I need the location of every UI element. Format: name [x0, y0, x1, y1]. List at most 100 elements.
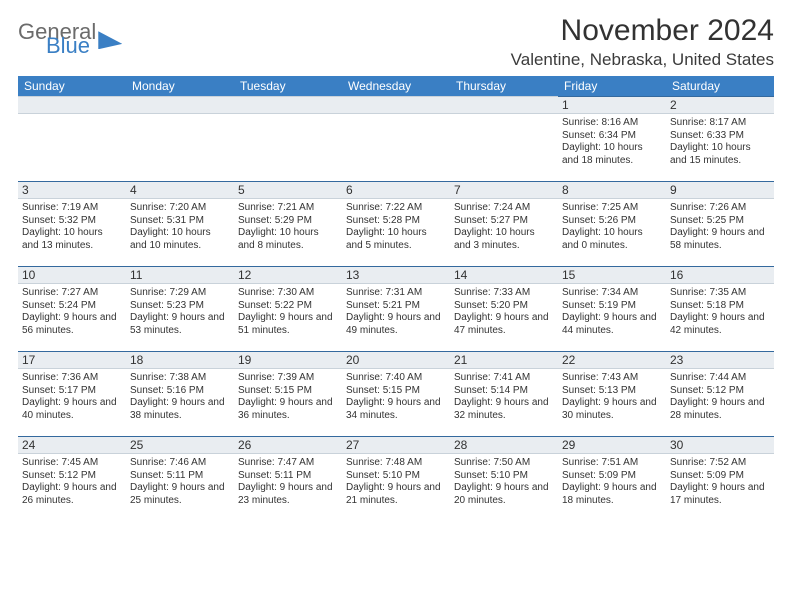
calendar-cell: 7Sunrise: 7:24 AMSunset: 5:27 PMDaylight…	[450, 182, 558, 267]
daylight-text: Daylight: 10 hours and 10 minutes.	[130, 227, 230, 252]
daylight-text: Daylight: 9 hours and 42 minutes.	[670, 312, 770, 337]
sunrise-text: Sunrise: 7:41 AM	[454, 372, 554, 385]
calendar-week-row: 17Sunrise: 7:36 AMSunset: 5:17 PMDayligh…	[18, 352, 774, 437]
sunrise-text: Sunrise: 7:34 AM	[562, 287, 662, 300]
day-number: 2	[666, 97, 774, 114]
day-number: 27	[342, 437, 450, 454]
day-info: Sunrise: 7:20 AMSunset: 5:31 PMDaylight:…	[130, 202, 230, 252]
sunrise-text: Sunrise: 7:47 AM	[238, 457, 338, 470]
location-subtitle: Valentine, Nebraska, United States	[511, 50, 774, 70]
day-number: 8	[558, 182, 666, 199]
daylight-text: Daylight: 9 hours and 51 minutes.	[238, 312, 338, 337]
sunrise-text: Sunrise: 7:38 AM	[130, 372, 230, 385]
day-number: 26	[234, 437, 342, 454]
empty-day-band	[126, 97, 234, 114]
day-number: 12	[234, 267, 342, 284]
day-number: 20	[342, 352, 450, 369]
sunset-text: Sunset: 5:12 PM	[22, 470, 122, 483]
day-number: 15	[558, 267, 666, 284]
calendar-cell: 30Sunrise: 7:52 AMSunset: 5:09 PMDayligh…	[666, 437, 774, 522]
day-info: Sunrise: 7:52 AMSunset: 5:09 PMDaylight:…	[670, 457, 770, 507]
calendar-cell: 18Sunrise: 7:38 AMSunset: 5:16 PMDayligh…	[126, 352, 234, 437]
sunset-text: Sunset: 5:19 PM	[562, 300, 662, 313]
sunrise-text: Sunrise: 7:20 AM	[130, 202, 230, 215]
calendar-cell: 24Sunrise: 7:45 AMSunset: 5:12 PMDayligh…	[18, 437, 126, 522]
daylight-text: Daylight: 9 hours and 25 minutes.	[130, 482, 230, 507]
daylight-text: Daylight: 10 hours and 0 minutes.	[562, 227, 662, 252]
day-number: 29	[558, 437, 666, 454]
calendar-cell: 6 Sunrise: 7:22 AMSunset: 5:28 PMDaylight…	[342, 182, 450, 267]
calendar-cell: 2Sunrise: 8:17 AMSunset: 6:33 PMDaylight…	[666, 97, 774, 182]
day-info: Sunrise: 7:27 AMSunset: 5:24 PMDaylight:…	[22, 287, 122, 337]
sunrise-text: Sunrise: 7:40 AM	[346, 372, 446, 385]
daylight-text: Daylight: 9 hours and 53 minutes.	[130, 312, 230, 337]
header-sunday: Sunday	[18, 76, 126, 97]
calendar-cell: 21 Sunrise: 7:41 AMSunset: 5:14 PMDayligh…	[450, 352, 558, 437]
day-number: 14	[450, 267, 558, 284]
day-info: Sunrise: 7:35 AMSunset: 5:18 PMDaylight:…	[670, 287, 770, 337]
sunset-text: Sunset: 5:14 PM	[454, 385, 554, 398]
calendar-week-row: 3 Sunrise: 7:19 AMSunset: 5:32 PMDaylight…	[18, 182, 774, 267]
calendar-cell: 1Sunrise: 8:16 AMSunset: 6:34 PMDaylight…	[558, 97, 666, 182]
calendar-cell: 5Sunrise: 7:21 AMSunset: 5:29 PMDaylight…	[234, 182, 342, 267]
header: General Blue November 2024 Valentine, Ne…	[18, 14, 774, 70]
sunset-text: Sunset: 5:26 PM	[562, 215, 662, 228]
calendar-cell: 23Sunrise: 7:44 AMSunset: 5:12 PMDayligh…	[666, 352, 774, 437]
sunrise-text: Sunrise: 7:35 AM	[670, 287, 770, 300]
sunrise-text: Sunrise: 7:25 AM	[562, 202, 662, 215]
daylight-text: Daylight: 9 hours and 21 minutes.	[346, 482, 446, 507]
sunset-text: Sunset: 6:34 PM	[562, 130, 662, 143]
day-info: Sunrise: 7:45 AMSunset: 5:12 PMDaylight:…	[22, 457, 122, 507]
header-wednesday: Wednesday	[342, 76, 450, 97]
sunset-text: Sunset: 5:13 PM	[562, 385, 662, 398]
daylight-text: Daylight: 9 hours and 44 minutes.	[562, 312, 662, 337]
daylight-text: Daylight: 9 hours and 28 minutes.	[670, 397, 770, 422]
day-info: Sunrise: 7:40 AMSunset: 5:15 PMDaylight:…	[346, 372, 446, 422]
daylight-text: Daylight: 10 hours and 5 minutes.	[346, 227, 446, 252]
day-info: Sunrise: 7:47 AMSunset: 5:11 PMDaylight:…	[238, 457, 338, 507]
daylight-text: Daylight: 9 hours and 32 minutes.	[454, 397, 554, 422]
daylight-text: Daylight: 10 hours and 13 minutes.	[22, 227, 122, 252]
day-info: Sunrise: 8:16 AMSunset: 6:34 PMDaylight:…	[562, 117, 662, 167]
sunset-text: Sunset: 5:21 PM	[346, 300, 446, 313]
day-number: 17	[18, 352, 126, 369]
daylight-text: Daylight: 9 hours and 17 minutes.	[670, 482, 770, 507]
daylight-text: Daylight: 10 hours and 3 minutes.	[454, 227, 554, 252]
header-friday: Friday	[558, 76, 666, 97]
day-number: 6	[342, 182, 450, 199]
header-saturday: Saturday	[666, 76, 774, 97]
day-number: 11	[126, 267, 234, 284]
sunset-text: Sunset: 5:32 PM	[22, 215, 122, 228]
sunset-text: Sunset: 5:15 PM	[346, 385, 446, 398]
sunset-text: Sunset: 5:10 PM	[346, 470, 446, 483]
day-number: 3	[18, 182, 126, 199]
day-info: Sunrise: 7:29 AMSunset: 5:23 PMDaylight:…	[130, 287, 230, 337]
sunset-text: Sunset: 5:10 PM	[454, 470, 554, 483]
day-number: 22	[558, 352, 666, 369]
sunset-text: Sunset: 5:31 PM	[130, 215, 230, 228]
daylight-text: Daylight: 9 hours and 40 minutes.	[22, 397, 122, 422]
calendar-cell: 16Sunrise: 7:35 AMSunset: 5:18 PMDayligh…	[666, 267, 774, 352]
day-info: Sunrise: 7:38 AMSunset: 5:16 PMDaylight:…	[130, 372, 230, 422]
day-info: Sunrise: 7:19 AMSunset: 5:32 PMDaylight:…	[22, 202, 122, 252]
day-info: Sunrise: 7:22 AMSunset: 5:28 PMDaylight:…	[346, 202, 446, 252]
sunrise-text: Sunrise: 7:26 AM	[670, 202, 770, 215]
sunset-text: Sunset: 5:29 PM	[238, 215, 338, 228]
calendar-week-row: 10Sunrise: 7:27 AMSunset: 5:24 PMDayligh…	[18, 267, 774, 352]
calendar-cell: 14Sunrise: 7:33 AMSunset: 5:20 PMDayligh…	[450, 267, 558, 352]
calendar-cell: 4Sunrise: 7:20 AMSunset: 5:31 PMDaylight…	[126, 182, 234, 267]
daylight-text: Daylight: 9 hours and 49 minutes.	[346, 312, 446, 337]
sunrise-text: Sunrise: 7:29 AM	[130, 287, 230, 300]
sunrise-text: Sunrise: 7:39 AM	[238, 372, 338, 385]
calendar-week-row: 1Sunrise: 8:16 AMSunset: 6:34 PMDaylight…	[18, 97, 774, 182]
daylight-text: Daylight: 9 hours and 47 minutes.	[454, 312, 554, 337]
day-number: 21	[450, 352, 558, 369]
sunset-text: Sunset: 5:11 PM	[238, 470, 338, 483]
day-info: Sunrise: 7:21 AMSunset: 5:29 PMDaylight:…	[238, 202, 338, 252]
day-info: Sunrise: 7:25 AMSunset: 5:26 PMDaylight:…	[562, 202, 662, 252]
day-number: 25	[126, 437, 234, 454]
day-info: Sunrise: 7:48 AMSunset: 5:10 PMDaylight:…	[346, 457, 446, 507]
daylight-text: Daylight: 9 hours and 18 minutes.	[562, 482, 662, 507]
day-number: 7	[450, 182, 558, 199]
day-info: Sunrise: 7:51 AMSunset: 5:09 PMDaylight:…	[562, 457, 662, 507]
